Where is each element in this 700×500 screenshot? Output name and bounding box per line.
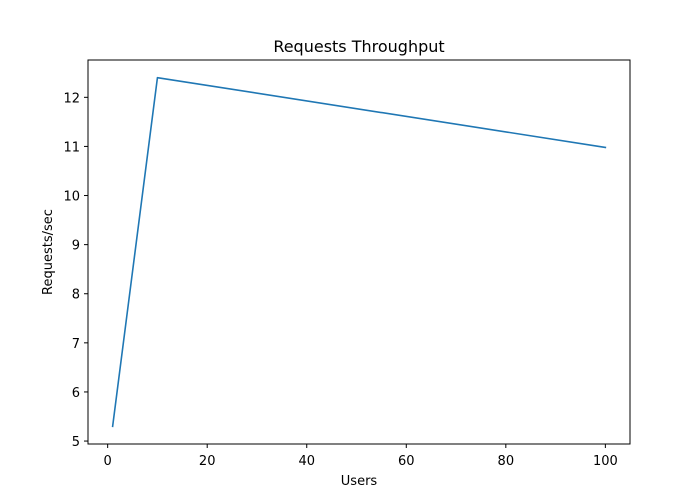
x-tick-label: 40: [298, 454, 315, 469]
x-tick-label: 80: [498, 454, 515, 469]
chart-title: Requests Throughput: [273, 37, 444, 56]
x-tick-label: 60: [398, 454, 415, 469]
y-tick-label: 6: [72, 386, 80, 401]
y-axis-ticks: 5 6 7 8 9 10 11 12: [63, 91, 88, 450]
series-layer: [111, 76, 607, 428]
x-axis-label: Users: [341, 474, 378, 489]
y-tick-label: 7: [72, 337, 80, 352]
x-tick-label: 0: [104, 454, 112, 469]
y-tick-label: 10: [63, 190, 80, 205]
y-tick-label: 5: [72, 435, 80, 450]
plot-frame: [87, 59, 631, 445]
y-tick-label: 9: [72, 239, 80, 254]
y-axis-label: Requests/sec: [41, 209, 56, 295]
x-axis-ticks: 0 20 40 60 80 100: [104, 444, 618, 469]
y-tick-label: 8: [72, 288, 80, 303]
plot-area: [88, 60, 630, 444]
x-tick-label: 20: [199, 454, 216, 469]
y-tick-label: 12: [63, 91, 80, 106]
x-tick-label: 100: [593, 454, 618, 469]
y-tick-label: 11: [63, 140, 80, 155]
series-line: [111, 76, 607, 428]
